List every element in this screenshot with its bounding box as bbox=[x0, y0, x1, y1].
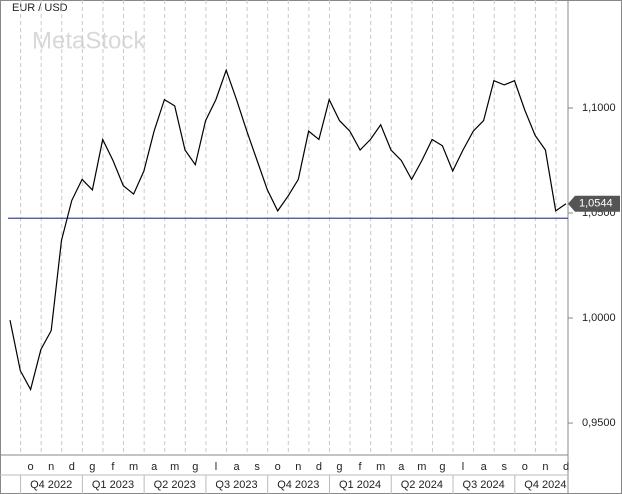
x-tick-label: a bbox=[151, 461, 158, 473]
y-tick-label: 0,9500 bbox=[582, 417, 616, 429]
x-tick-label: s bbox=[254, 461, 260, 473]
x-tick-label: g bbox=[89, 461, 95, 473]
x-tick-label: o bbox=[275, 461, 281, 473]
x-tick-label: l bbox=[462, 461, 464, 473]
price-line bbox=[9, 68, 567, 392]
x-tick-label: a bbox=[233, 461, 240, 473]
x-tick-label: l bbox=[215, 461, 217, 473]
last-value-tag bbox=[568, 195, 620, 212]
quarter-label: Q2 2024 bbox=[401, 479, 443, 491]
x-tick-label: m bbox=[129, 461, 138, 473]
x-tick-label: m bbox=[376, 461, 385, 473]
quarter-label: Q1 2024 bbox=[339, 479, 381, 491]
x-tick-label: s bbox=[501, 461, 507, 473]
x-tick-label: g bbox=[192, 461, 198, 473]
x-tick-label: g bbox=[336, 461, 342, 473]
x-tick-label: f bbox=[111, 461, 115, 473]
x-tick-label: n bbox=[295, 461, 301, 473]
quarter-label: Q3 2024 bbox=[463, 479, 505, 491]
x-tick-label: d bbox=[316, 461, 322, 473]
y-tick-label: 1,1000 bbox=[582, 102, 616, 114]
x-tick-label: o bbox=[522, 461, 528, 473]
x-tick-label: a bbox=[481, 461, 488, 473]
quarter-label: Q3 2023 bbox=[215, 479, 257, 491]
quarter-label: Q4 2022 bbox=[30, 479, 72, 491]
quarter-label: Q4 2024 bbox=[524, 479, 566, 491]
x-tick-label: g bbox=[439, 461, 445, 473]
x-tick-label: a bbox=[398, 461, 405, 473]
y-tick-label: 1,0000 bbox=[582, 312, 616, 324]
watermark: MetaStock bbox=[32, 27, 146, 54]
x-tick-label: d bbox=[563, 461, 569, 473]
last-value-label: 1,0544 bbox=[579, 198, 613, 210]
x-tick-label: f bbox=[359, 461, 363, 473]
quarter-label: Q1 2023 bbox=[92, 479, 134, 491]
quarter-label: Q4 2023 bbox=[277, 479, 319, 491]
x-tick-label: o bbox=[28, 461, 34, 473]
chart-title: EUR / USD bbox=[12, 2, 68, 14]
x-tick-label: m bbox=[170, 461, 179, 473]
x-tick-label: n bbox=[542, 461, 548, 473]
quarter-label: Q2 2023 bbox=[154, 479, 196, 491]
x-tick-label: d bbox=[69, 461, 75, 473]
x-tick-label: m bbox=[417, 461, 426, 473]
x-tick-label: n bbox=[48, 461, 54, 473]
